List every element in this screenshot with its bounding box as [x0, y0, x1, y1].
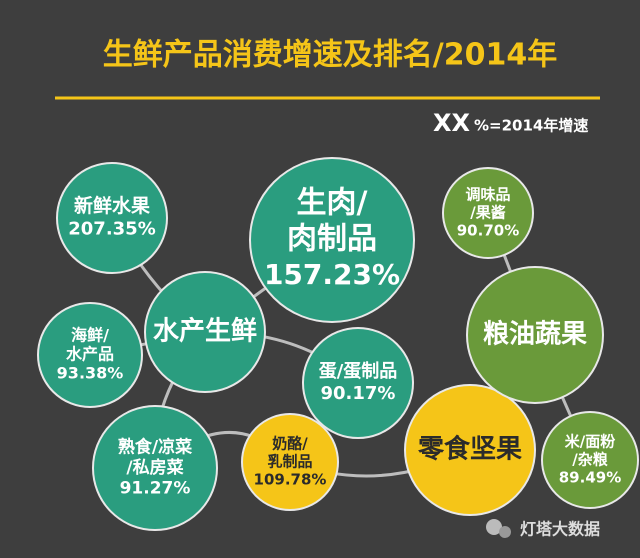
bubble [466, 266, 604, 404]
bubble-label: 蛋/蛋制品 [319, 361, 398, 382]
bubble-value: 90.17% [321, 383, 396, 404]
bubble [56, 162, 168, 274]
bubble-label: /杂粮 [572, 451, 608, 469]
bubble-label: 新鲜水果 [74, 194, 150, 217]
bubble-value: 89.49% [559, 469, 621, 487]
bubble [144, 271, 266, 393]
bubble-label: 熟食/凉菜 [118, 437, 193, 458]
bubble [241, 413, 339, 511]
bubble-label: 水产生鲜 [153, 317, 257, 347]
bubble-label: /果酱 [470, 204, 505, 222]
legend-key: XX [433, 109, 471, 137]
bubble-value: 157.23% [264, 258, 400, 291]
bubble-label: 奶酪/ [272, 435, 308, 453]
bubble-label: 调味品 [465, 186, 510, 204]
title: 生鲜产品消费增速及排名/2014年 [103, 38, 557, 73]
bubble-label: 水产品 [66, 345, 114, 364]
bubble-label: 零食坚果 [418, 434, 522, 465]
bubble-label: 粮油蔬果 [483, 319, 587, 350]
watermark: 灯塔大数据 [520, 520, 600, 539]
bubble-value: 90.70% [457, 222, 519, 240]
bubble-value: 91.27% [120, 478, 191, 498]
bubble [404, 384, 536, 516]
bubble-value: 109.78% [254, 471, 327, 489]
watermark-icon [486, 519, 511, 538]
bubble-value: 207.35% [68, 218, 156, 239]
bubble-label: 肉制品 [287, 222, 377, 257]
bubble-label: /私房菜 [126, 457, 184, 478]
bubble-label: 海鲜/ [71, 325, 109, 344]
bubble [302, 327, 414, 439]
bubble [541, 411, 639, 509]
bubble [442, 167, 534, 259]
bubble-label: 生肉/ [297, 186, 368, 221]
bubble [249, 157, 415, 323]
legend-text: %=2014年增速 [474, 117, 588, 135]
bubble-label: 乳制品 [267, 453, 312, 471]
bubble [37, 302, 143, 408]
bubble-label: 米/面粉 [565, 433, 615, 451]
bubble-value: 93.38% [57, 364, 124, 383]
bubble [92, 405, 218, 531]
